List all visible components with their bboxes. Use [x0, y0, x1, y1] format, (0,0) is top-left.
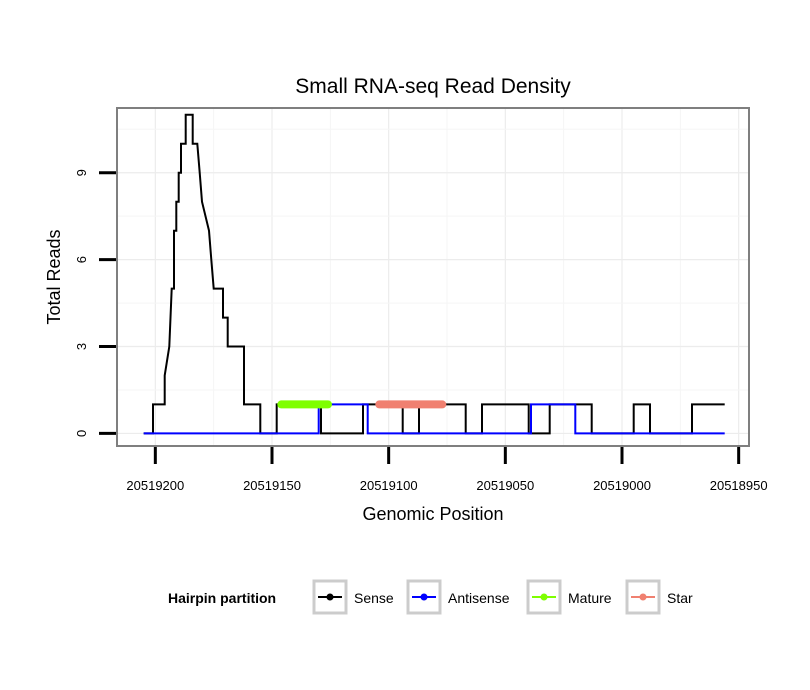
y-axis-title: Total Reads: [44, 229, 64, 324]
series-sense: [143, 113, 725, 435]
legend-dot-star: [639, 593, 647, 601]
y-tick-label: 0: [74, 430, 89, 437]
series-antisense: [143, 403, 725, 435]
legend-label-star: Star: [667, 590, 693, 606]
x-tick-label: 20519200: [126, 478, 184, 493]
legend-dot-antisense: [420, 593, 428, 601]
series-lines: [143, 113, 725, 435]
x-tick-label: 20519000: [593, 478, 651, 493]
y-tick-label: 6: [74, 256, 89, 263]
legend: Hairpin partition Sense Antisense Mature St…: [168, 579, 693, 615]
x-tick-label: 20519050: [476, 478, 534, 493]
x-axis-title: Genomic Position: [362, 504, 503, 524]
x-tick-label: 20518950: [710, 478, 768, 493]
legend-dot-sense: [326, 593, 334, 601]
legend-title: Hairpin partition: [168, 590, 276, 606]
legend-label-mature: Mature: [568, 590, 612, 606]
axes: 20519200 20519150 20519100 20519050 20519000…: [74, 169, 768, 493]
legend-label-antisense: Antisense: [448, 590, 510, 606]
x-tick-label: 20519100: [360, 478, 418, 493]
chart-title: Small RNA-seq Read Density: [295, 75, 571, 98]
y-tick-label: 9: [74, 169, 89, 176]
y-tick-label: 3: [74, 343, 89, 350]
legend-dot-mature: [540, 593, 548, 601]
legend-label-sense: Sense: [354, 590, 394, 606]
x-tick-label: 20519150: [243, 478, 301, 493]
grid-lines: [118, 109, 748, 445]
